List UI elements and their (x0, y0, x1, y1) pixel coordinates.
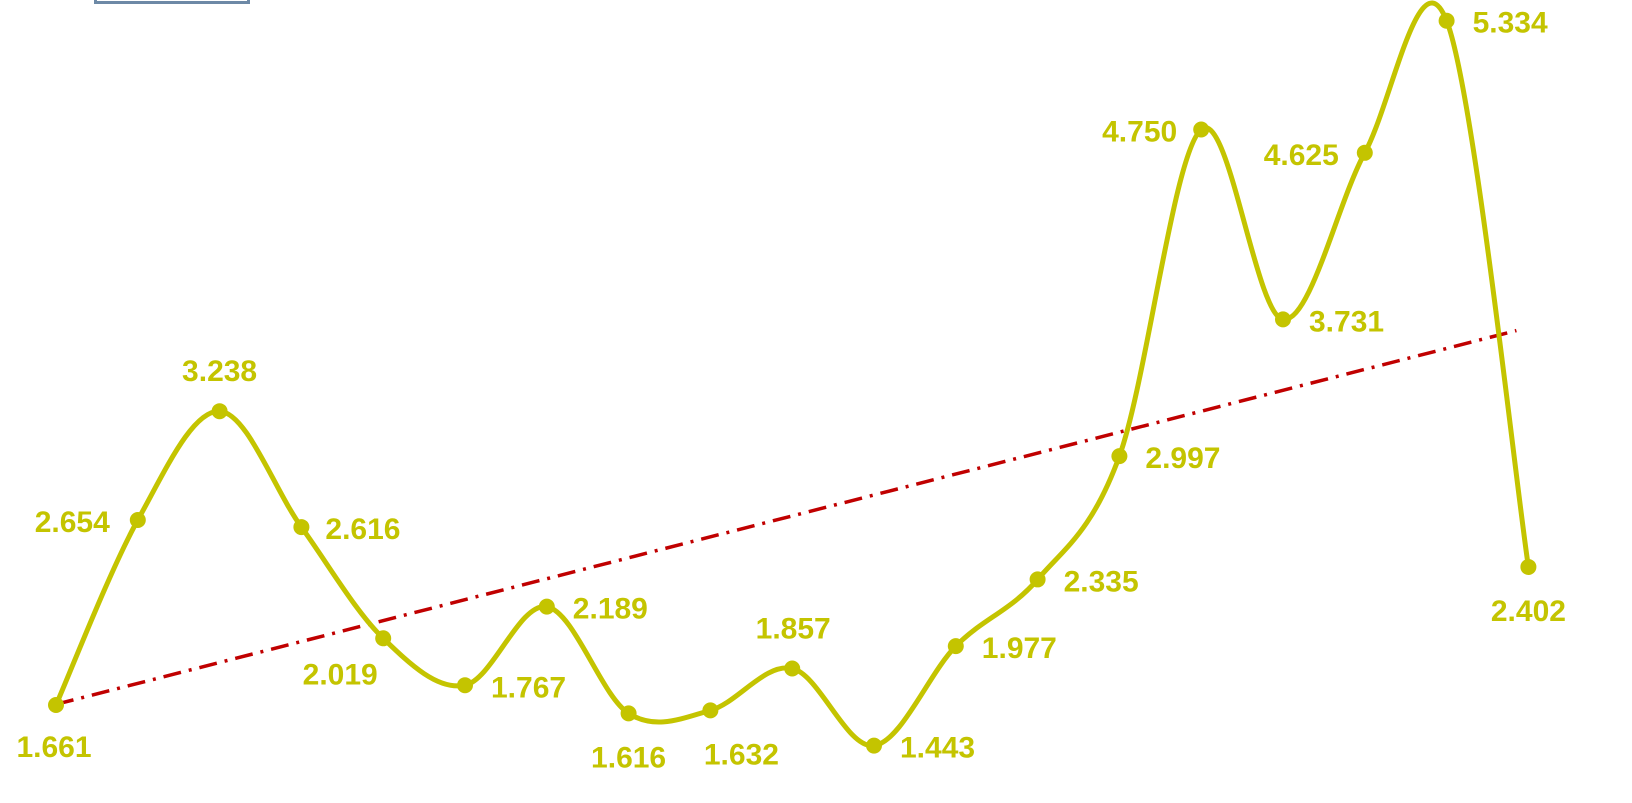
data-label: 1.767 (491, 671, 566, 704)
data-labels-layer: 1.661 2.654 3.238 2.616 2.019 1.767 2.189 1.616… (16, 7, 1565, 775)
data-label: 2.997 (1145, 442, 1220, 475)
data-point (702, 702, 719, 719)
data-label: 1.857 (756, 612, 831, 645)
trendline-layer (55, 328, 1517, 707)
data-point (1193, 121, 1210, 138)
data-label: 2.616 (325, 513, 400, 546)
data-point (866, 737, 882, 754)
trendline (55, 328, 1517, 707)
data-point (293, 519, 310, 536)
data-points-layer (48, 12, 1537, 754)
data-label: 5.334 (1473, 7, 1548, 40)
data-label: 2.019 (303, 658, 378, 691)
data-point (538, 598, 555, 615)
data-label: 1.616 (591, 741, 666, 774)
data-point (947, 638, 964, 655)
data-point (1520, 558, 1537, 575)
data-label: 2.335 (1064, 565, 1139, 598)
data-label: 3.731 (1309, 305, 1384, 338)
data-point (784, 660, 801, 677)
data-point (375, 630, 392, 647)
data-label: 3.238 (182, 355, 257, 388)
data-label: 1.443 (900, 732, 975, 765)
data-label: 2.189 (573, 593, 648, 626)
data-label: 2.654 (35, 506, 110, 539)
data-point (129, 512, 146, 529)
data-label: 1.661 (16, 731, 91, 764)
data-label: 1.977 (982, 632, 1057, 665)
data-label: 2.402 (1491, 595, 1566, 628)
data-point (457, 677, 473, 694)
data-point (48, 697, 64, 713)
data-point (1111, 448, 1128, 465)
data-label: 4.625 (1264, 139, 1339, 172)
data-point (211, 403, 228, 420)
data-point (1356, 144, 1373, 161)
data-label: 1.632 (704, 738, 779, 771)
data-label: 4.750 (1102, 116, 1177, 149)
data-point (1275, 311, 1291, 328)
data-point (1029, 571, 1046, 588)
clipped-top-element (94, 0, 250, 4)
data-point (620, 705, 637, 722)
data-point (1438, 12, 1455, 29)
